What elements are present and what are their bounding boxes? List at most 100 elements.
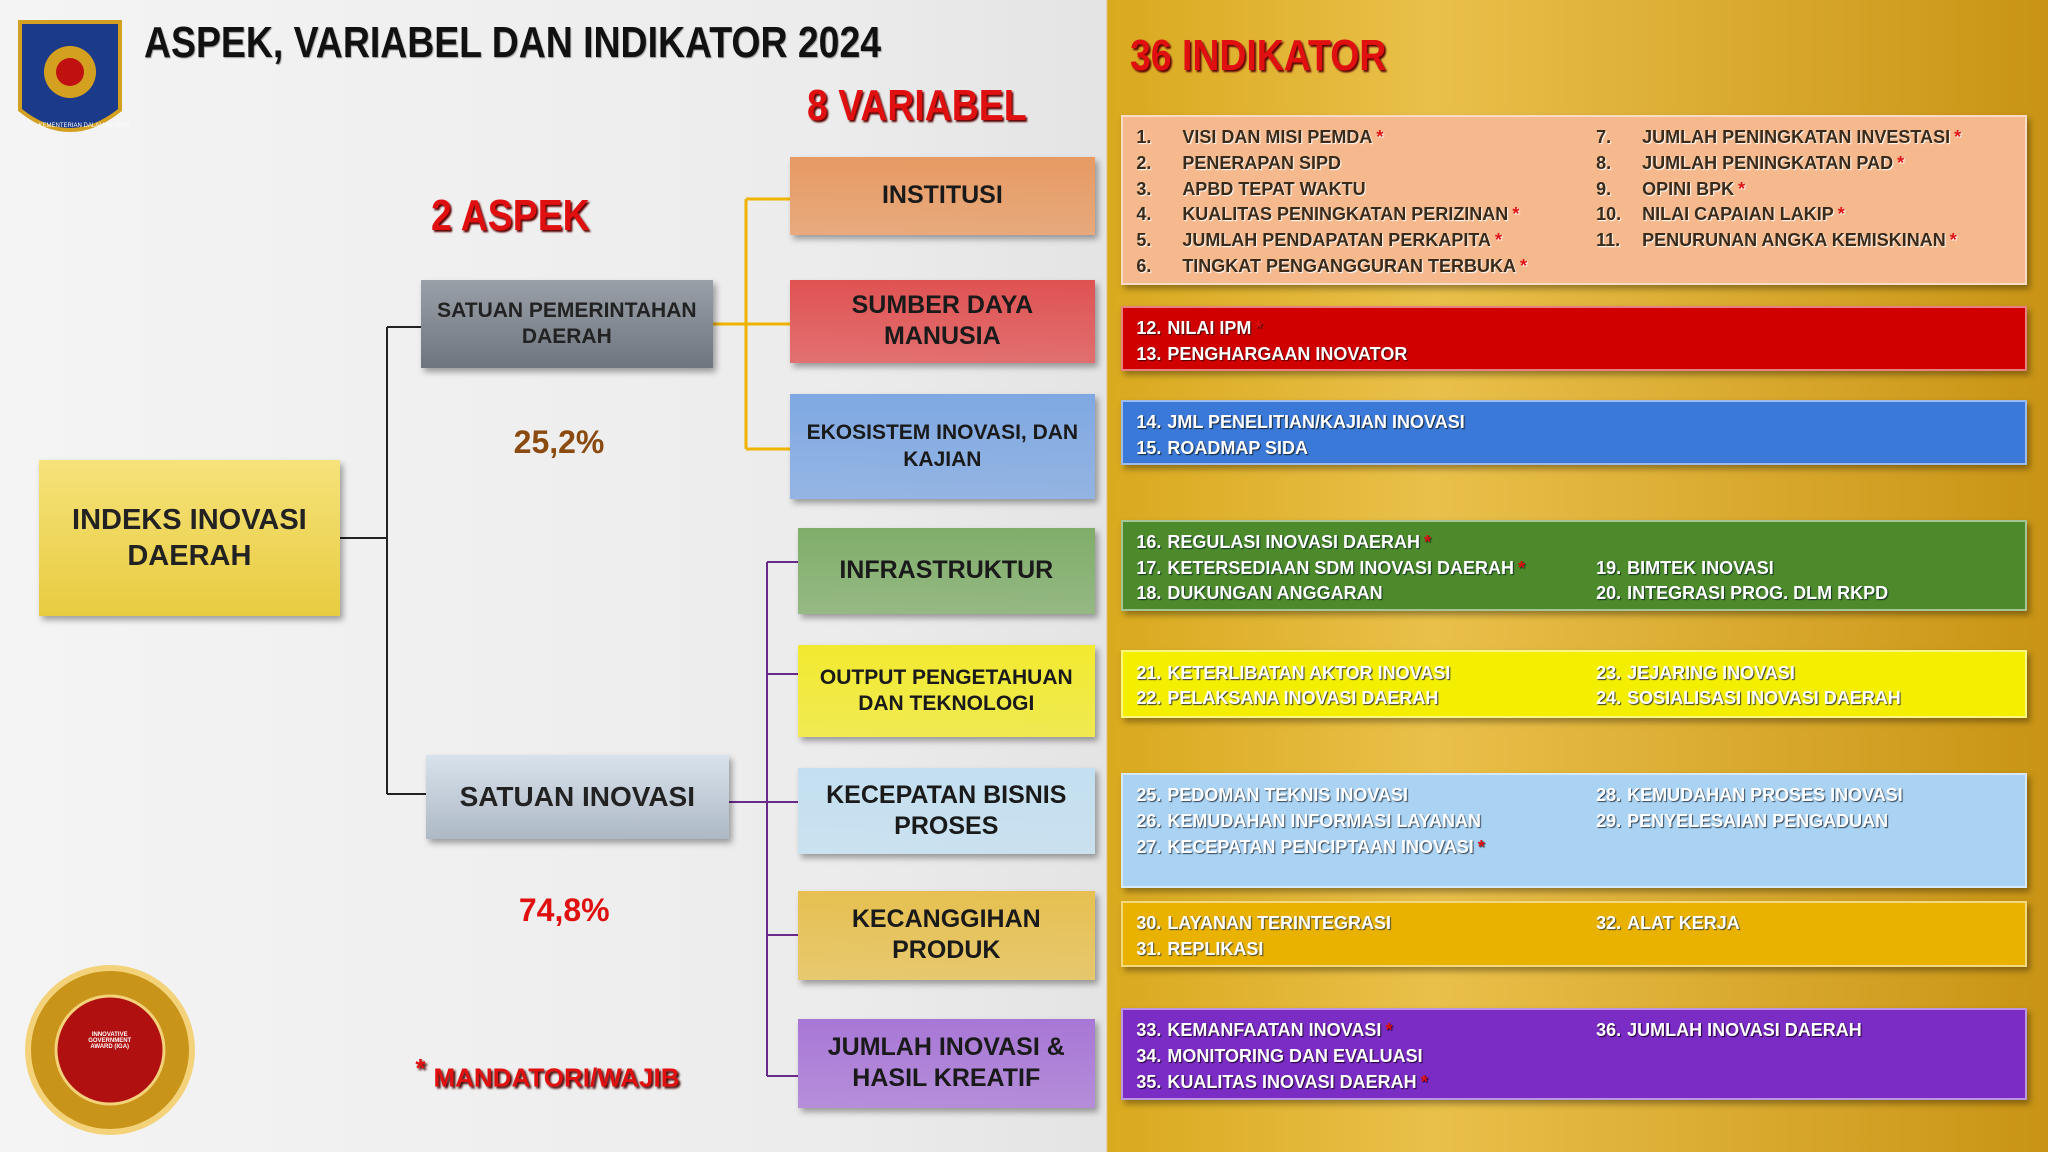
indicator-number: 31. xyxy=(1136,939,1162,960)
indicator-text: DUKUNGAN ANGGARAN xyxy=(1167,583,1383,604)
indicator-panel xyxy=(1120,305,2028,371)
indicator-number: 2. xyxy=(1136,152,1152,173)
indicator-text: JUMLAH PENDAPATAN PERKAPITA xyxy=(1182,230,1491,250)
variable-box: EKOSISTEM INOVASI, DAN KAJIAN xyxy=(790,394,1095,499)
indicator-line: 19. BIMTEK INOVASI xyxy=(1596,555,1774,581)
page-title: ASPEK, VARIABEL DAN INDIKATOR 2024 xyxy=(143,18,881,68)
indicator-number: 19. xyxy=(1596,557,1622,578)
indicator-line: 11. PENURUNAN ANGKA KEMISKINAN * xyxy=(1596,227,1957,253)
legend-symbol: * xyxy=(415,1052,426,1083)
indicator-text: MONITORING DAN EVALUASI xyxy=(1167,1046,1423,1067)
indicator-text: SOSIALISASI INOVASI DAERAH xyxy=(1627,688,1901,709)
indicator-number: 1. xyxy=(1136,127,1152,148)
indicator-line: 5. JUMLAH PENDAPATAN PERKAPITA * xyxy=(1136,227,1502,253)
indicator-text: PENGHARGAAN INOVATOR xyxy=(1167,343,1408,364)
indicator-line: 12. NILAI IPM * xyxy=(1136,315,1262,341)
indicator-line: 14. JML PENELITIAN/KAJIAN INOVASI xyxy=(1136,409,1464,435)
indicator-number: 29. xyxy=(1596,811,1622,832)
mandatory-mark: * xyxy=(1954,127,1962,148)
indicator-line: 16. REGULASI INOVASI DAERAH * xyxy=(1136,529,1431,555)
mandatory-mark: * xyxy=(1518,557,1526,578)
indicator-line: 29. PENYELESAIAN PENGADUAN xyxy=(1596,808,1888,834)
indicator-number: 30. xyxy=(1136,913,1162,934)
indicator-line: 30. LAYANAN TERINTEGRASI xyxy=(1136,910,1391,936)
indicator-panel xyxy=(1120,650,2028,719)
mandatory-mark: * xyxy=(1519,255,1527,276)
mandatory-mark: * xyxy=(1420,1071,1428,1092)
indicator-text: OPINI BPK xyxy=(1642,178,1735,199)
logo xyxy=(18,20,122,132)
indicator-number: 26. xyxy=(1136,811,1162,832)
indicator-number: 9. xyxy=(1596,178,1612,199)
indicator-text: JML PENELITIAN/KAJIAN INOVASI xyxy=(1167,411,1465,432)
indicator-line: 31. REPLIKASI xyxy=(1136,936,1263,962)
indicator-text: ROADMAP SIDA xyxy=(1167,437,1309,458)
indicator-number: 34. xyxy=(1136,1046,1162,1067)
indicator-text: PENERAPAN SIPD xyxy=(1182,152,1342,173)
indicator-text: JUMLAH PENINGKATAN INVESTASI xyxy=(1642,127,1951,148)
indicator-number: 7. xyxy=(1596,127,1612,148)
indicator-number: 17. xyxy=(1136,557,1162,578)
indicator-number: 32. xyxy=(1596,913,1622,934)
indicator-line: 20. INTEGRASI PROG. DLM RKPD xyxy=(1596,580,1888,606)
indicator-number: 5. xyxy=(1136,230,1152,250)
indicator-number: 23. xyxy=(1596,662,1622,683)
badge xyxy=(25,965,195,1135)
indicator-line: 22. PELAKSANA INOVASI DAERAH xyxy=(1136,685,1438,711)
indicator-text: VISI DAN MISI PEMDA xyxy=(1182,127,1373,148)
indicator-text: JEJARING INOVASI xyxy=(1627,662,1795,683)
indicator-text: KEMUDAHAN INFORMASI LAYANAN xyxy=(1167,811,1482,832)
indicator-number: 14. xyxy=(1136,411,1162,432)
indicator-text: APBD TEPAT WAKTU xyxy=(1182,178,1366,199)
aspects-heading: 2 ASPEK xyxy=(431,190,590,240)
indicator-panel xyxy=(1120,1008,2028,1100)
indicator-number: 25. xyxy=(1136,785,1162,806)
indicator-line: 17. KETERSEDIAAN SDM INOVASI DAERAH * xyxy=(1136,555,1525,581)
legend: * MANDATORI/WAJIB xyxy=(415,1053,679,1094)
indicator-line: 25. PEDOMAN TEKNIS INOVASI xyxy=(1136,782,1408,808)
mandatory-mark: * xyxy=(1897,152,1905,173)
indicator-line: 18. DUKUNGAN ANGGARAN xyxy=(1136,580,1382,606)
indicator-line: 23. JEJARING INOVASI xyxy=(1596,660,1795,686)
indicator-number: 8. xyxy=(1596,152,1612,173)
indicator-number: 24. xyxy=(1596,688,1622,709)
aspect-connector xyxy=(729,561,798,1077)
indicator-number: 3. xyxy=(1136,178,1152,199)
indicator-line: 1. VISI DAN MISI PEMDA * xyxy=(1136,124,1383,150)
aspect-connector xyxy=(713,197,790,451)
indicator-number: 15. xyxy=(1136,437,1162,458)
mandatory-mark: * xyxy=(1949,230,1957,250)
indicator-number: 16. xyxy=(1136,531,1162,552)
indicator-number: 28. xyxy=(1596,785,1622,806)
indicator-line: 7. JUMLAH PENINGKATAN INVESTASI * xyxy=(1596,124,1961,150)
mandatory-mark: * xyxy=(1477,836,1485,857)
indicator-text: JUMLAH INOVASI DAERAH xyxy=(1627,1020,1862,1041)
mandatory-mark: * xyxy=(1424,531,1432,552)
indicator-number: 13. xyxy=(1136,343,1162,364)
indicator-text: KUALITAS INOVASI DAERAH xyxy=(1167,1071,1417,1092)
indicator-text: KUALITAS PENINGKATAN PERIZINAN xyxy=(1182,204,1509,225)
indicator-number: 12. xyxy=(1136,317,1162,338)
variable-box: KECANGGIHAN PRODUK xyxy=(798,890,1095,980)
mandatory-mark: * xyxy=(1255,317,1263,338)
indicator-number: 22. xyxy=(1136,688,1162,709)
indicator-text: INTEGRASI PROG. DLM RKPD xyxy=(1627,583,1889,604)
indicator-line: 6. TINGKAT PENGANGGURAN TERBUKA * xyxy=(1136,253,1527,279)
mandatory-mark: * xyxy=(1385,1020,1393,1041)
aspect-box: SATUAN INOVASI xyxy=(425,754,729,839)
indicator-number: 11. xyxy=(1596,230,1621,250)
indicator-line: 21. KETERLIBATAN AKTOR INOVASI xyxy=(1136,660,1450,686)
mandatory-mark: * xyxy=(1494,230,1502,250)
indicator-number: 10. xyxy=(1596,204,1622,225)
indicator-text: NILAI IPM xyxy=(1167,317,1252,338)
variables-heading: 8 VARIABEL xyxy=(807,80,1027,130)
indicator-text: ALAT KERJA xyxy=(1627,913,1740,934)
indicator-panel xyxy=(1120,901,2028,967)
indicator-text: PELAKSANA INOVASI DAERAH xyxy=(1167,688,1439,709)
variable-box: SUMBER DAYA MANUSIA xyxy=(790,279,1095,364)
badge-text: INNOVATIVE GOVERNMENT AWARD (IGA) xyxy=(88,1031,132,1050)
root-box: INDEKS INOVASI DAERAH xyxy=(39,459,340,617)
indicator-panel xyxy=(1120,114,2028,285)
indicator-line: 35. KUALITAS INOVASI DAERAH * xyxy=(1136,1069,1427,1095)
indicator-number: 4. xyxy=(1136,204,1152,225)
